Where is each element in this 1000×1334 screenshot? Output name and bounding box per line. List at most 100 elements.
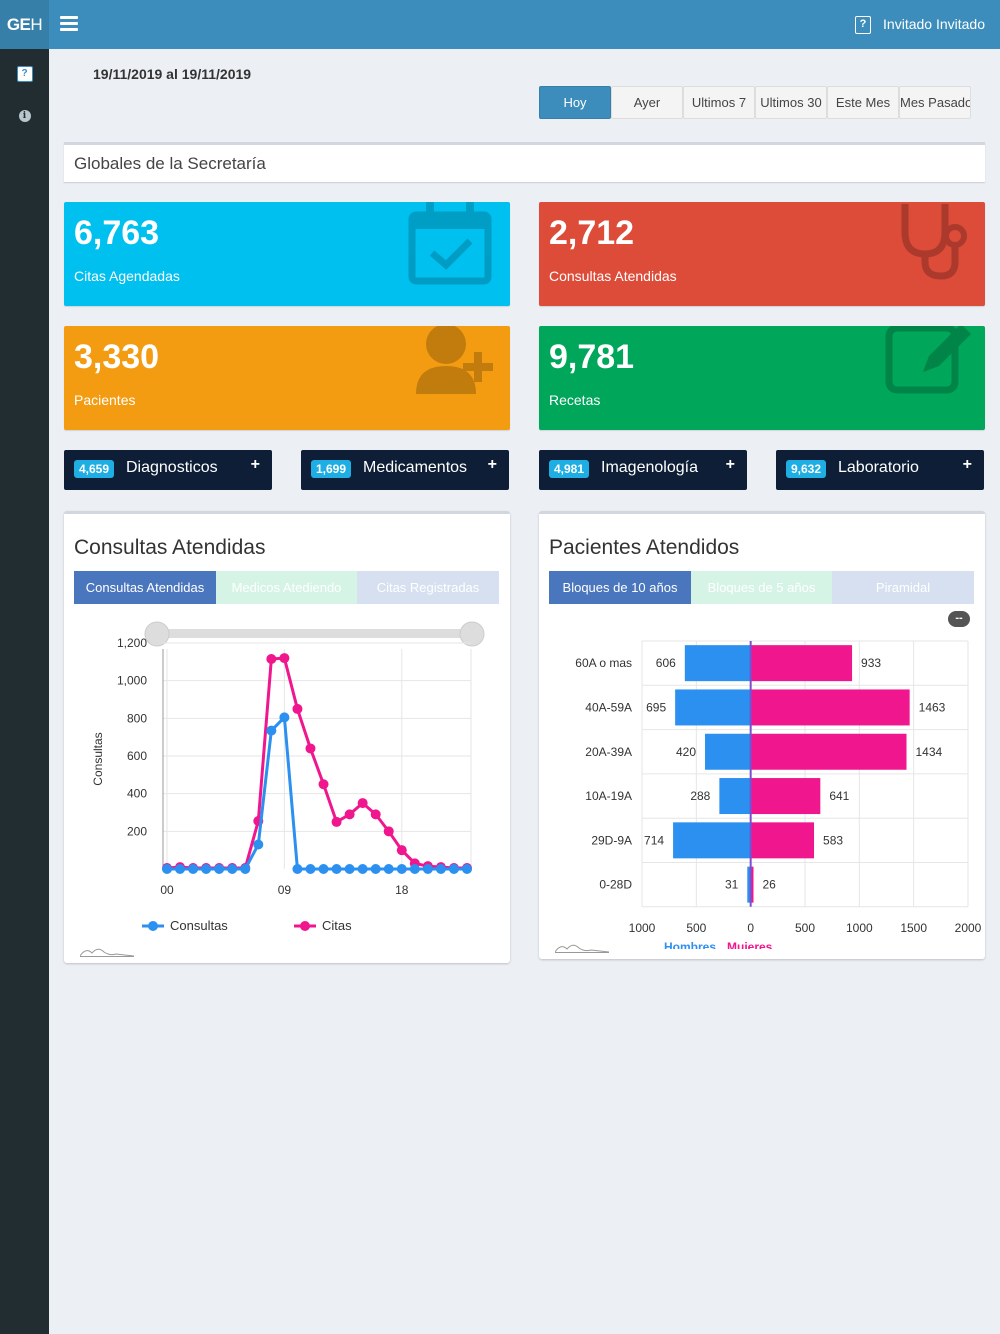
info-tile-diagnosticos[interactable]: 4,659 Diagnosticos + bbox=[64, 450, 272, 490]
user-menu[interactable]: ? Invitado Invitado bbox=[855, 0, 985, 49]
tab-medicos-atendiendo[interactable]: Medicos Atediendo bbox=[216, 571, 357, 604]
tab-bloques-10[interactable]: Bloques de 10 años bbox=[549, 571, 691, 604]
info-icon: i bbox=[18, 110, 31, 122]
x-tick-label: 18 bbox=[395, 883, 409, 897]
info-tile-medicamentos[interactable]: 1,699 Medicamentos + bbox=[301, 450, 509, 490]
tab-consultas-atendidas[interactable]: Consultas Atendidas bbox=[74, 571, 216, 604]
data-point-citas bbox=[292, 703, 303, 714]
data-point-citas bbox=[396, 845, 407, 856]
stat-box-citas[interactable]: 6,763 Citas Agendadas bbox=[64, 202, 510, 306]
bar-hombres bbox=[719, 778, 751, 815]
x-tick-label: 1000 bbox=[629, 921, 656, 935]
edit-icon bbox=[885, 326, 971, 394]
data-label-hombres: 420 bbox=[676, 745, 696, 759]
sparkline-icon bbox=[80, 948, 134, 957]
data-point-consultas bbox=[357, 864, 368, 874]
expand-plus-icon[interactable]: + bbox=[962, 456, 972, 473]
data-label-mujeres: 1434 bbox=[915, 745, 942, 759]
pacientes-tabs: Bloques de 10 años Bloques de 5 años Pir… bbox=[549, 571, 974, 604]
bar-mujeres bbox=[750, 689, 910, 726]
bar-mujeres bbox=[750, 822, 815, 859]
x-tick-label: 1000 bbox=[846, 921, 873, 935]
data-label-mujeres: 641 bbox=[829, 789, 849, 803]
app-logo[interactable]: GEH bbox=[0, 0, 49, 49]
data-label-mujeres: 26 bbox=[762, 878, 776, 892]
tab-piramidal[interactable]: Piramidal bbox=[832, 571, 974, 604]
date-range-label: 19/11/2019 al 19/11/2019 bbox=[93, 66, 252, 82]
data-point-consultas bbox=[331, 864, 342, 874]
data-point-consultas bbox=[370, 864, 381, 874]
zoom-slider-handle-right bbox=[459, 621, 485, 647]
bar-hombres bbox=[705, 733, 751, 770]
range-button-ultimos-7[interactable]: Ultimos 7 bbox=[683, 86, 755, 119]
data-point-consultas bbox=[279, 712, 290, 723]
y-tick-label: 1,200 bbox=[117, 636, 147, 650]
y-tick-label: 600 bbox=[127, 749, 147, 763]
data-point-consultas bbox=[448, 864, 459, 874]
stethoscope-icon bbox=[901, 204, 967, 280]
data-point-citas bbox=[331, 816, 342, 827]
x-tick-label: 1500 bbox=[900, 921, 927, 935]
stat-value: 3,330 bbox=[74, 338, 160, 376]
data-label-hombres: 606 bbox=[656, 656, 676, 670]
consultas-line-chart: 200 400 600 800 1,000 1,200 00 09 18 Consultas Con… bbox=[91, 621, 485, 933]
data-label-hombres: 31 bbox=[725, 878, 739, 892]
bar-hombres bbox=[675, 689, 751, 726]
data-label-hombres: 695 bbox=[646, 700, 666, 714]
y-tick-label: 800 bbox=[127, 711, 147, 725]
range-button-este-mes[interactable]: Este Mes bbox=[827, 86, 899, 119]
stat-box-pacientes[interactable]: 3,330 Pacientes bbox=[64, 326, 510, 430]
tab-citas-registradas[interactable]: Citas Registradas bbox=[357, 571, 499, 604]
stat-box-consultas[interactable]: 2,712 Consultas Atendidas bbox=[539, 202, 985, 306]
legend-marker bbox=[300, 921, 310, 931]
x-tick-label: 500 bbox=[686, 921, 706, 935]
help-icon[interactable]: ? bbox=[855, 15, 872, 34]
stat-value: 6,763 bbox=[74, 214, 160, 252]
range-button-hoy[interactable]: Hoy bbox=[539, 86, 611, 119]
range-button-ayer[interactable]: Ayer bbox=[611, 86, 683, 119]
menu-toggle-icon[interactable] bbox=[60, 16, 78, 32]
range-button-mes-pasado[interactable]: Mes Pasado bbox=[899, 86, 971, 119]
data-label-hombres: 714 bbox=[644, 833, 664, 847]
data-point-consultas bbox=[409, 864, 420, 874]
info-tile-laboratorio[interactable]: 9,632 Laboratorio + bbox=[776, 450, 984, 490]
data-point-consultas bbox=[383, 864, 394, 874]
y-tick-label: 1,000 bbox=[117, 674, 147, 688]
stat-value: 9,781 bbox=[549, 338, 635, 376]
count-badge: 4,981 bbox=[549, 460, 590, 478]
data-point-consultas bbox=[396, 864, 407, 874]
data-point-consultas bbox=[188, 864, 199, 874]
expand-plus-icon[interactable]: + bbox=[250, 456, 260, 473]
legend-marker bbox=[148, 921, 158, 931]
data-point-citas bbox=[305, 743, 316, 754]
y-tick-label: 400 bbox=[127, 787, 147, 801]
tab-bloques-5[interactable]: Bloques de 5 años bbox=[691, 571, 832, 604]
data-point-citas bbox=[318, 779, 329, 790]
data-point-citas bbox=[357, 798, 368, 809]
sidebar-item-help[interactable]: ? bbox=[0, 53, 49, 95]
data-point-consultas bbox=[253, 839, 264, 850]
expand-plus-icon[interactable]: + bbox=[725, 456, 735, 473]
range-button-group: Hoy Ayer Ultimos 7 Ultimos 30 Este Mes M… bbox=[539, 86, 971, 119]
expand-plus-icon[interactable]: + bbox=[487, 456, 497, 473]
info-tile-imagenologia[interactable]: 4,981 Imagenología + bbox=[539, 450, 747, 490]
data-label-mujeres: 583 bbox=[823, 833, 843, 847]
data-point-consultas bbox=[462, 864, 472, 874]
tile-label: Medicamentos bbox=[363, 459, 468, 476]
panel-title: Pacientes Atendidos bbox=[549, 536, 740, 559]
stat-label: Consultas Atendidas bbox=[549, 268, 677, 284]
legend-label-hombres: Hombres bbox=[664, 940, 716, 949]
bar-mujeres bbox=[750, 645, 853, 682]
help-icon: ? bbox=[16, 66, 33, 82]
x-tick-label: 500 bbox=[795, 921, 815, 935]
x-tick-label: 0 bbox=[747, 921, 754, 935]
data-point-citas bbox=[279, 653, 290, 664]
bar-hombres bbox=[684, 645, 751, 682]
series-line-citas bbox=[166, 656, 467, 870]
data-point-citas bbox=[383, 826, 394, 837]
consultas-tabs: Consultas Atendidas Medicos Atediendo Ci… bbox=[74, 571, 499, 604]
collapse-button[interactable]: -- bbox=[948, 611, 970, 627]
sidebar-item-info[interactable]: i bbox=[0, 95, 49, 137]
stat-box-recetas[interactable]: 9,781 Recetas bbox=[539, 326, 985, 430]
range-button-ultimos-30[interactable]: Ultimos 30 bbox=[755, 86, 827, 119]
